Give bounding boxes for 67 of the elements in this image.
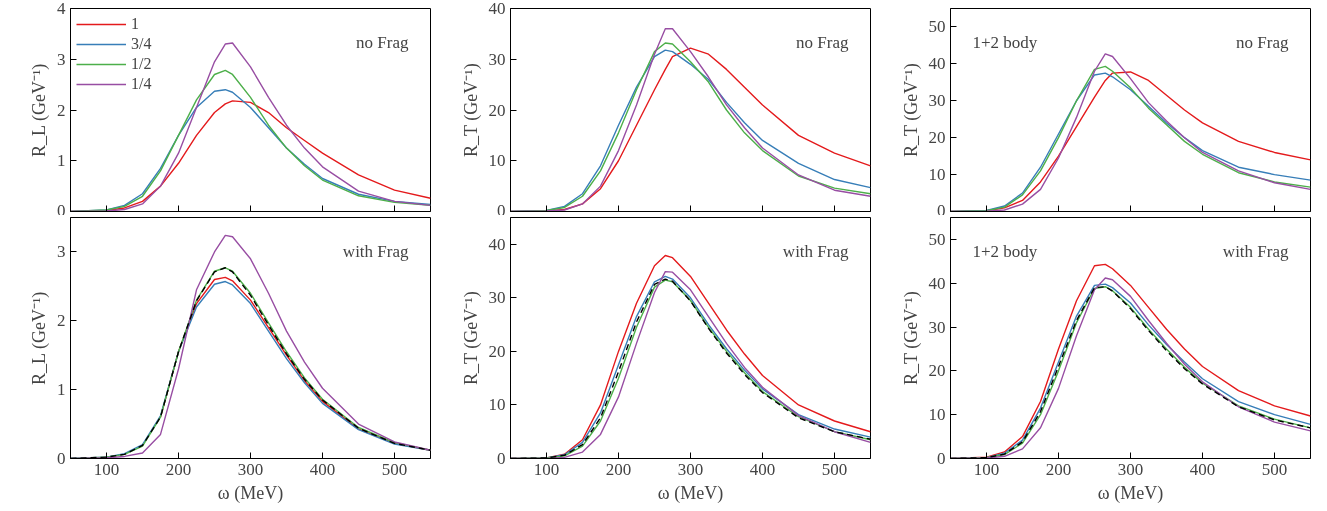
x-tick-label: 500 bbox=[821, 459, 848, 479]
y-tick-label: 20 bbox=[928, 128, 946, 148]
x-axis-title: ω (MeV) bbox=[657, 482, 724, 504]
y-tick-label: 2 bbox=[57, 311, 66, 331]
y-tick-label: 30 bbox=[928, 91, 946, 111]
y-tick-label: 10 bbox=[488, 151, 506, 171]
annotation: no Frag bbox=[796, 33, 849, 52]
y-axis-title: R_T (GeV⁻¹) bbox=[900, 291, 922, 385]
y-tick-label: 0 bbox=[937, 200, 946, 220]
y-tick-label: 50 bbox=[928, 229, 946, 249]
y-tick-label: 0 bbox=[937, 449, 946, 468]
annotation: with Frag bbox=[782, 242, 849, 261]
y-tick-label: 50 bbox=[928, 17, 946, 37]
y-axis-title: R_T (GeV⁻¹) bbox=[900, 63, 922, 157]
x-tick-label: 100 bbox=[93, 459, 120, 479]
y-tick-label: 20 bbox=[928, 361, 946, 381]
y-axis-title: R_L (GeV⁻¹) bbox=[29, 63, 50, 157]
annotation: with Frag bbox=[342, 242, 409, 261]
y-axis-title: R_T (GeV⁻¹) bbox=[460, 291, 482, 385]
annotation: 1+2 body bbox=[972, 242, 1038, 261]
y-tick-label: 10 bbox=[928, 405, 946, 425]
y-axis-title: R_L (GeV⁻¹) bbox=[29, 291, 50, 385]
y-tick-label: 30 bbox=[928, 317, 946, 337]
y-tick-label: 3 bbox=[57, 242, 66, 262]
y-tick-label: 2 bbox=[57, 100, 66, 120]
y-tick-label: 30 bbox=[488, 49, 506, 69]
legend-label: 1/2 bbox=[131, 55, 152, 73]
y-tick-label: 0 bbox=[497, 449, 506, 468]
y-tick-label: 40 bbox=[488, 0, 506, 18]
annotation: with Frag bbox=[1222, 242, 1289, 261]
legend-label: 3/4 bbox=[131, 35, 152, 53]
y-tick-label: 40 bbox=[488, 234, 506, 254]
x-tick-label: 500 bbox=[1261, 459, 1288, 479]
y-tick-label: 0 bbox=[497, 200, 506, 220]
x-tick-label: 200 bbox=[605, 459, 632, 479]
x-tick-label: 400 bbox=[309, 459, 336, 479]
x-axis-title: ω (MeV) bbox=[1097, 482, 1164, 504]
y-tick-label: 10 bbox=[488, 395, 506, 415]
annotation: 1+2 body bbox=[972, 33, 1038, 52]
y-tick-label: 0 bbox=[57, 449, 66, 468]
x-tick-label: 300 bbox=[237, 459, 264, 479]
y-tick-label: 1 bbox=[57, 151, 66, 171]
y-tick-label: 40 bbox=[928, 273, 946, 293]
x-tick-label: 200 bbox=[1045, 459, 1072, 479]
x-tick-label: 200 bbox=[165, 459, 192, 479]
x-tick-label: 100 bbox=[533, 459, 560, 479]
x-tick-label: 300 bbox=[677, 459, 704, 479]
y-tick-label: 1 bbox=[57, 380, 66, 400]
x-tick-label: 400 bbox=[749, 459, 776, 479]
y-axis-title: R_T (GeV⁻¹) bbox=[460, 63, 482, 157]
annotation: no Frag bbox=[1236, 33, 1289, 52]
x-tick-label: 300 bbox=[1117, 459, 1144, 479]
x-tick-label: 100 bbox=[973, 459, 1000, 479]
y-tick-label: 4 bbox=[57, 0, 66, 18]
y-tick-label: 20 bbox=[488, 341, 506, 361]
y-tick-label: 40 bbox=[928, 54, 946, 74]
annotation: no Frag bbox=[356, 33, 409, 52]
x-tick-label: 400 bbox=[1189, 459, 1216, 479]
x-axis-title: ω (MeV) bbox=[217, 482, 284, 504]
y-tick-label: 3 bbox=[57, 49, 66, 69]
y-tick-label: 20 bbox=[488, 100, 506, 120]
y-tick-label: 0 bbox=[57, 200, 66, 220]
y-tick-label: 30 bbox=[488, 288, 506, 308]
legend-label: 1/4 bbox=[131, 75, 152, 93]
legend-label: 1 bbox=[131, 15, 140, 33]
y-tick-label: 10 bbox=[928, 165, 946, 185]
x-tick-label: 500 bbox=[381, 459, 408, 479]
